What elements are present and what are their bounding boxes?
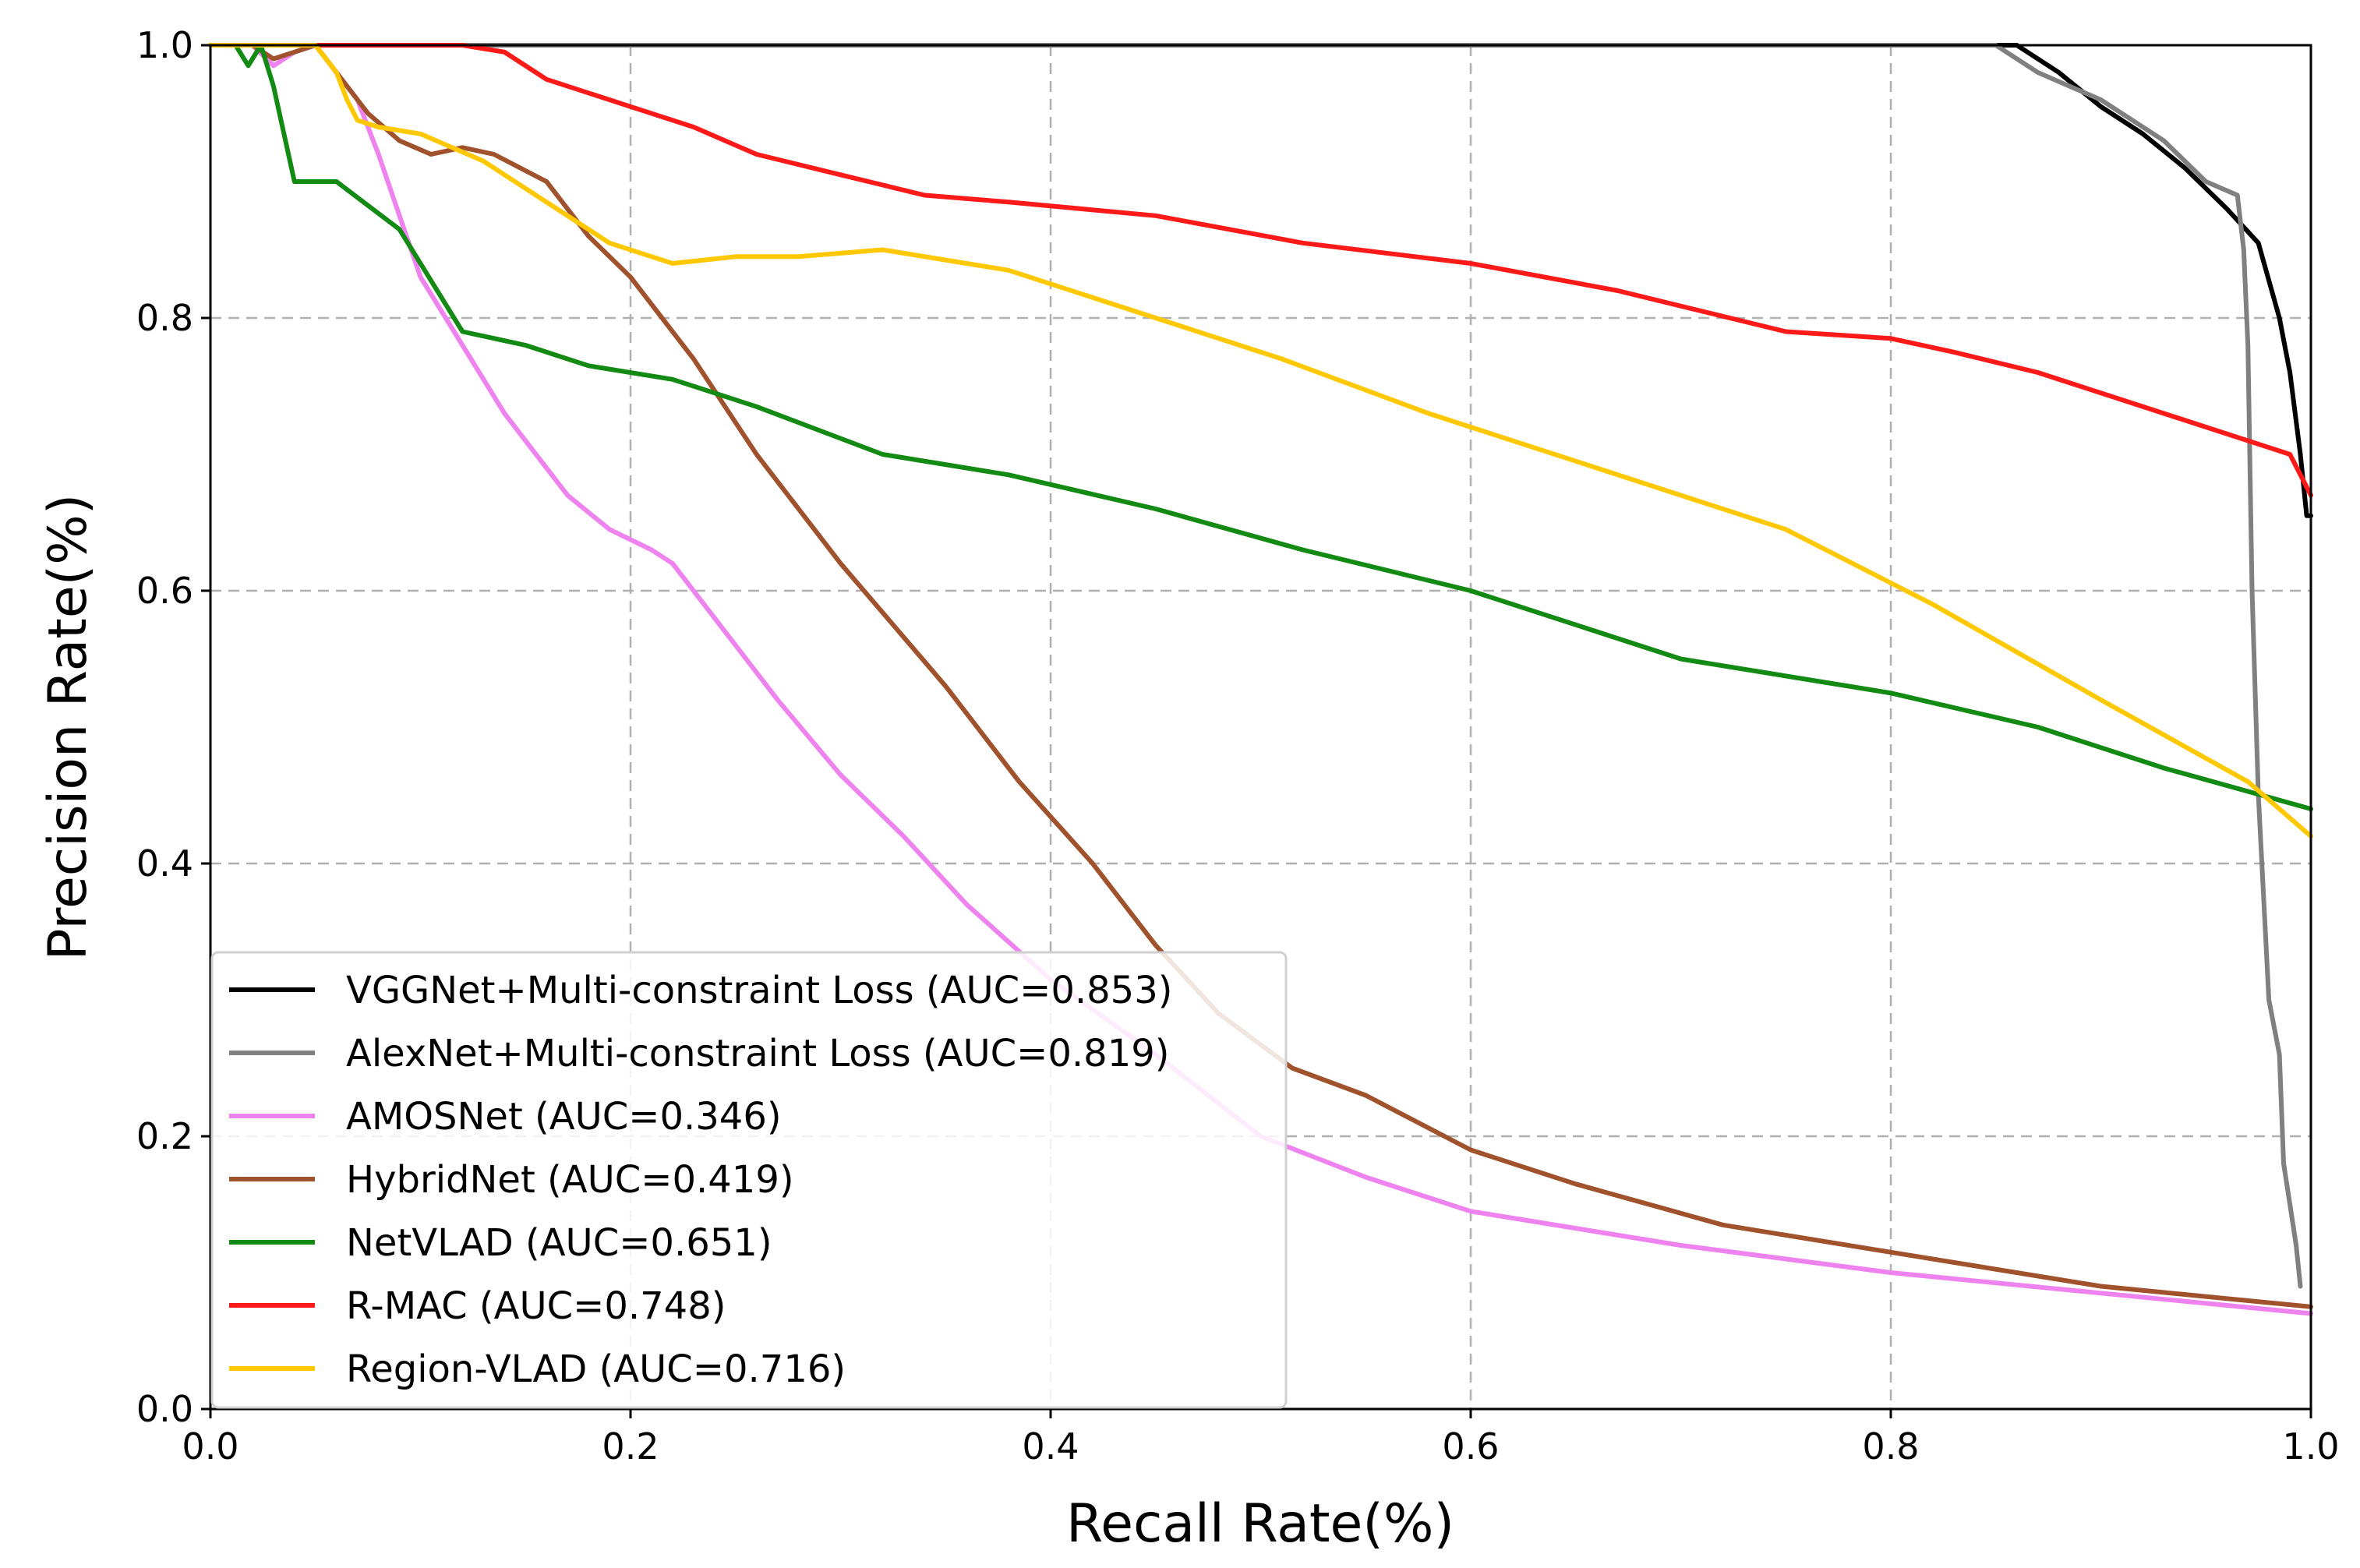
series-line — [208, 43, 2313, 839]
legend-label: VGGNet+Multi-constraint Loss (AUC=0.853) — [346, 969, 1172, 1012]
y-tick-label: 0.8 — [136, 297, 193, 339]
legend-item: AMOSNet (AUC=0.346) — [229, 1095, 782, 1139]
x-tick-label: 0.6 — [1442, 1425, 1499, 1467]
series-line — [208, 43, 2313, 518]
legend-label: R-MAC (AUC=0.748) — [346, 1284, 726, 1328]
y-tick-label: 0.2 — [136, 1115, 193, 1157]
legend-label: NetVLAD (AUC=0.651) — [346, 1221, 772, 1265]
y-tick-label: 1.0 — [136, 24, 193, 66]
legend-label: Region-VLAD (AUC=0.716) — [346, 1347, 846, 1391]
series-lines — [208, 43, 2313, 1316]
legend-label: AMOSNet (AUC=0.346) — [346, 1095, 782, 1139]
x-tick-label: 0.2 — [602, 1425, 659, 1467]
y-tick-label: 0.4 — [136, 842, 193, 885]
legend-item: R-MAC (AUC=0.748) — [229, 1284, 726, 1328]
series-line — [208, 43, 2303, 1289]
x-tick-label: 0.8 — [1862, 1425, 1919, 1467]
legend-box — [210, 951, 1288, 1409]
legend-item: NetVLAD (AUC=0.651) — [229, 1221, 772, 1265]
y-tick-label: 0.0 — [136, 1388, 193, 1430]
legend-label: AlexNet+Multi-constraint Loss (AUC=0.819… — [346, 1032, 1170, 1075]
plot-frame — [209, 44, 2312, 1411]
legend-item: Region-VLAD (AUC=0.716) — [229, 1347, 846, 1391]
x-tick-label: 1.0 — [2282, 1425, 2339, 1467]
legend-item: HybridNet (AUC=0.419) — [229, 1158, 794, 1202]
series-line — [208, 43, 2313, 498]
legend-item: AlexNet+Multi-constraint Loss (AUC=0.819… — [229, 1032, 1170, 1075]
y-tick-label: 0.6 — [136, 570, 193, 612]
axis-ticks: 0.0 0.2 0.4 0.6 0.8 1.0 0.0 0.2 0.4 0.6 0.8 1.0 — [136, 24, 2340, 1467]
x-tick-label: 0.4 — [1022, 1425, 1079, 1467]
series-line — [208, 43, 2313, 811]
legend-label: HybridNet (AUC=0.419) — [346, 1158, 794, 1202]
legend: VGGNet+Multi-constraint Loss (AUC=0.853)… — [210, 951, 1288, 1409]
x-axis-label: Recall Rate(%) — [1066, 1493, 1454, 1555]
legend-item: VGGNet+Multi-constraint Loss (AUC=0.853) — [229, 969, 1172, 1012]
y-axis-label: Precision Rate(%) — [37, 494, 99, 961]
x-tick-label: 0.0 — [182, 1425, 238, 1467]
